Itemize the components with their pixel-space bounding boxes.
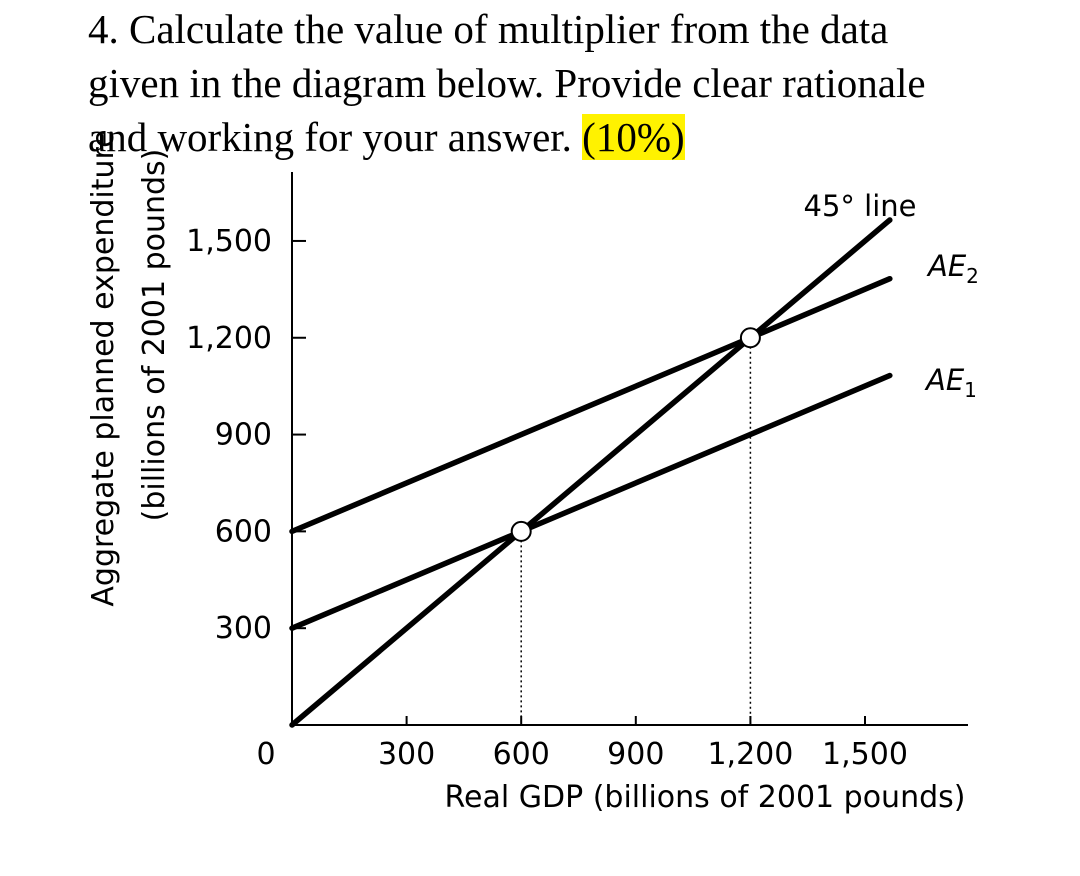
equilibrium-point: [739, 327, 761, 349]
y-axis-title: Aggregate planned expenditure: [86, 129, 121, 606]
x-tick-label: 1,500: [822, 737, 908, 772]
x-axis-title: Real GDP (billions of 2001 pounds): [445, 780, 966, 815]
question-line-1: 4. Calculate the value of multiplier fro…: [88, 6, 889, 52]
y-axis-subtitle: (billions of 2001 pounds): [137, 149, 172, 522]
line-ae1: [289, 372, 893, 631]
y-tick-label: 1,200: [186, 321, 272, 356]
y-tick-label: 900: [215, 418, 272, 453]
question-line-3-text: and working for your answer.: [88, 114, 583, 160]
origin-label: 0: [256, 737, 275, 772]
marks-highlight: (10%): [582, 114, 685, 160]
question-line-3: and working for your answer. (10%): [88, 110, 1068, 164]
x-tick-label: 300: [378, 737, 435, 772]
y-tick-label: 1,500: [186, 224, 272, 259]
x-tick-label: 900: [607, 737, 664, 772]
chart-points: [510, 327, 761, 542]
question-line-2: given in the diagram below. Provide clea…: [88, 60, 926, 106]
y-tick-label: 600: [215, 514, 272, 549]
chart-axes: 300 600 900 1,200 1,500 300 600 900 1,200 1,500 0 R…: [86, 129, 968, 815]
chart-guides: [520, 346, 752, 725]
label-ae1: AE1: [924, 363, 977, 402]
equilibrium-point: [510, 520, 532, 542]
chart-lines: [289, 217, 893, 728]
line-ae2: [289, 275, 893, 535]
y-tick-label: 300: [215, 611, 272, 646]
question-text: 4. Calculate the value of multiplier fro…: [88, 2, 1068, 164]
chart-labels: 45° line AE2 AE1: [804, 189, 979, 402]
x-tick-label: 600: [493, 737, 550, 772]
line-45-degree: [289, 217, 893, 728]
x-tick-label: 1,200: [707, 737, 793, 772]
label-45-degree: 45° line: [804, 189, 917, 223]
label-ae2: AE2: [926, 249, 979, 288]
